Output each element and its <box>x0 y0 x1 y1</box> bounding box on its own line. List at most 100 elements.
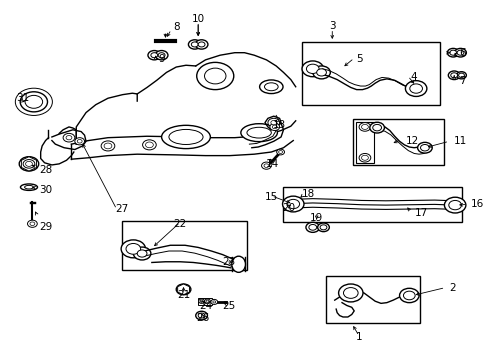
Circle shape <box>151 53 158 58</box>
Circle shape <box>282 196 304 212</box>
Bar <box>282 187 461 222</box>
Ellipse shape <box>246 127 271 138</box>
Text: 31: 31 <box>16 93 29 103</box>
Bar <box>122 221 247 270</box>
Bar <box>355 122 373 163</box>
Bar <box>302 42 439 105</box>
Circle shape <box>361 125 367 130</box>
Text: 1: 1 <box>355 332 362 342</box>
Circle shape <box>269 123 279 131</box>
Circle shape <box>195 40 207 49</box>
Text: 17: 17 <box>414 208 427 218</box>
Circle shape <box>447 48 458 57</box>
Circle shape <box>449 50 456 55</box>
Text: 27: 27 <box>115 204 128 214</box>
Circle shape <box>148 50 160 60</box>
Circle shape <box>308 225 316 230</box>
Circle shape <box>195 311 207 320</box>
Circle shape <box>176 284 190 295</box>
Text: 22: 22 <box>173 219 186 229</box>
Circle shape <box>420 144 428 151</box>
Ellipse shape <box>20 184 38 190</box>
Ellipse shape <box>24 185 33 189</box>
Polygon shape <box>177 284 189 295</box>
Circle shape <box>338 284 362 302</box>
Circle shape <box>278 150 282 153</box>
Circle shape <box>75 138 84 145</box>
Circle shape <box>30 222 35 226</box>
Circle shape <box>448 201 461 210</box>
Circle shape <box>25 95 42 108</box>
Text: 18: 18 <box>302 189 315 199</box>
Circle shape <box>198 299 204 303</box>
Text: 21: 21 <box>177 291 190 301</box>
Polygon shape <box>21 157 37 171</box>
Circle shape <box>417 142 431 153</box>
Circle shape <box>104 143 112 149</box>
Text: 20: 20 <box>281 203 294 213</box>
Circle shape <box>63 134 75 142</box>
Bar <box>198 298 211 305</box>
Text: 11: 11 <box>453 136 467 146</box>
Circle shape <box>200 300 203 302</box>
Circle shape <box>205 300 208 302</box>
Circle shape <box>261 162 271 169</box>
Circle shape <box>405 81 426 96</box>
Circle shape <box>204 299 210 303</box>
Circle shape <box>286 199 299 209</box>
Circle shape <box>27 220 37 227</box>
Text: 7: 7 <box>458 76 465 86</box>
Circle shape <box>372 125 381 131</box>
Text: 29: 29 <box>39 222 52 232</box>
Text: 28: 28 <box>39 165 52 175</box>
Circle shape <box>158 53 164 58</box>
Circle shape <box>196 62 233 90</box>
Circle shape <box>267 118 279 127</box>
Circle shape <box>444 197 465 213</box>
Circle shape <box>270 121 276 125</box>
Circle shape <box>317 223 329 231</box>
Text: 4: 4 <box>409 72 416 82</box>
Ellipse shape <box>264 83 278 91</box>
Circle shape <box>302 61 323 77</box>
Text: 26: 26 <box>196 313 209 323</box>
Circle shape <box>272 125 277 129</box>
Circle shape <box>212 301 215 303</box>
Circle shape <box>210 300 217 305</box>
Circle shape <box>343 288 357 298</box>
Bar <box>326 276 419 323</box>
Circle shape <box>454 48 466 57</box>
Circle shape <box>121 240 145 258</box>
Circle shape <box>456 72 466 79</box>
Circle shape <box>191 42 198 47</box>
Circle shape <box>101 141 115 151</box>
Text: 19: 19 <box>309 213 323 222</box>
Circle shape <box>276 149 284 155</box>
Circle shape <box>198 313 204 318</box>
Circle shape <box>264 164 268 167</box>
Circle shape <box>358 153 370 162</box>
Circle shape <box>20 92 47 112</box>
Text: 3: 3 <box>328 21 335 31</box>
Circle shape <box>155 50 167 60</box>
Text: 25: 25 <box>222 301 235 311</box>
Circle shape <box>77 139 82 143</box>
Text: 16: 16 <box>470 199 484 210</box>
Text: 10: 10 <box>191 14 204 24</box>
Circle shape <box>369 122 384 133</box>
Text: 8: 8 <box>173 22 179 32</box>
Text: 14: 14 <box>265 159 279 169</box>
Bar <box>352 119 444 165</box>
Circle shape <box>447 71 459 80</box>
Circle shape <box>23 159 35 168</box>
Ellipse shape <box>168 130 203 144</box>
Circle shape <box>66 135 72 140</box>
Text: 9: 9 <box>158 54 164 64</box>
Circle shape <box>361 155 367 160</box>
Text: 5: 5 <box>356 54 363 64</box>
Text: 6: 6 <box>458 48 465 58</box>
Circle shape <box>399 288 418 303</box>
Circle shape <box>25 161 32 166</box>
Circle shape <box>305 222 319 232</box>
Circle shape <box>358 123 370 131</box>
